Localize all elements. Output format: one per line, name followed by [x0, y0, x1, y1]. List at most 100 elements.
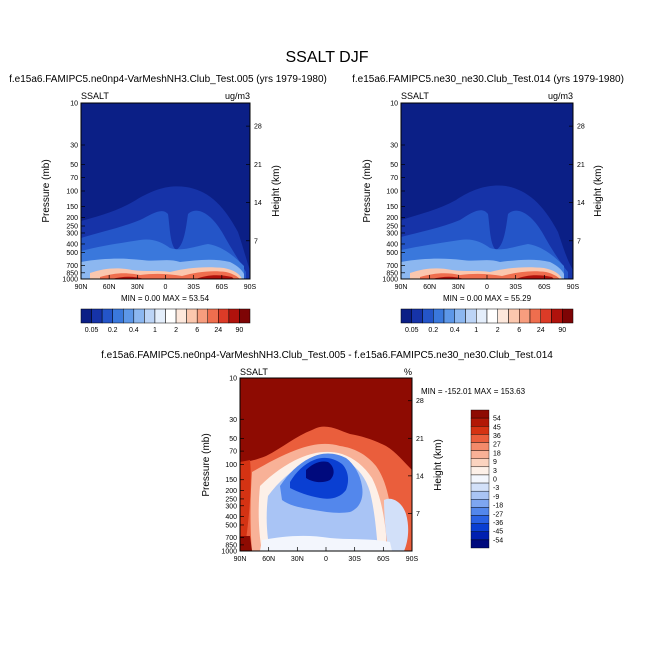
panel-2-colorbar-swatch	[486, 308, 498, 324]
panel-2-colorbar-swatch	[497, 308, 509, 324]
panel-1-x-tick-label: 90S	[244, 284, 257, 291]
panel-1-x-tick-label: 0	[164, 284, 168, 291]
panel-1-colorbar-swatch	[218, 308, 230, 324]
panel-1-y-tick-label: 70	[70, 175, 78, 182]
panel-1-colorbar-label: 1	[153, 327, 157, 334]
panel-1-y-tick-label: 30	[70, 142, 78, 149]
panel-3-height-tick-label: 14	[416, 473, 424, 480]
panel-3-colorbar-label: 45	[493, 424, 501, 431]
panel-2-colorbar-label: 6	[517, 327, 521, 334]
panel-1-y-tick-label: 150	[66, 204, 78, 211]
panel-1-height-tick-label: 21	[254, 162, 262, 169]
panel-1-colorbar-swatch	[101, 308, 113, 324]
panel-3-y-tick-label: 200	[225, 488, 237, 495]
panel-2-x-tick-label: 30S	[509, 284, 522, 291]
panel-2: f.e15a6.FAMIPC5.ne30_ne30.Club_Test.014 …	[352, 74, 624, 334]
panel-2-y-tick-label: 100	[386, 189, 398, 196]
panel-2-colorbar-swatch	[400, 308, 412, 324]
panel-3-y-tick-label: 300	[225, 503, 237, 510]
panel-3-x-tick-label: 90N	[234, 556, 247, 563]
panel-2-colorbar-swatch	[551, 308, 563, 324]
panel-2-y-tick-label: 70	[390, 175, 398, 182]
panel-3-colorbar-label: -18	[493, 503, 503, 510]
panel-1-colorbar-label: 0.4	[129, 327, 139, 334]
panel-3-y-tick-label: 150	[225, 477, 237, 484]
panel-3-y-tick-label: 400	[225, 514, 237, 521]
panel-2-height-tick-label: 7	[577, 238, 581, 245]
panel-2-units: ug/m3	[548, 91, 573, 101]
panel-2-y-tick-label: 400	[386, 241, 398, 248]
panel-3-x-tick-label: 30S	[348, 556, 361, 563]
panel-1-colorbar-label: 6	[195, 327, 199, 334]
panel-3-y-tick-label: 30	[229, 417, 237, 424]
panel-2-colorbar-label: 0.4	[450, 327, 460, 334]
panel-3-colorbar-label: 3	[493, 468, 497, 475]
panel-1-x-tick-label: 60N	[103, 284, 116, 291]
panel-3-colorbar-label: -45	[493, 529, 503, 536]
panel-1-height-tick-label: 14	[254, 200, 262, 207]
panel-3-y-tick-label: 250	[225, 496, 237, 503]
panel-3-colorbar-swatch	[470, 474, 490, 484]
panel-1-ylabel-right: Height (km)	[271, 165, 282, 217]
panel-3-upper-high	[240, 378, 412, 470]
panel-1-height-tick-label: 7	[254, 238, 258, 245]
panel-1-x-tick-label: 30S	[187, 284, 200, 291]
panel-2-colorbar-swatch	[529, 308, 541, 324]
panel-2-title: f.e15a6.FAMIPC5.ne30_ne30.Club_Test.014 …	[352, 74, 624, 85]
panel-2-colorbar-swatch	[519, 308, 531, 324]
panel-1-colorbar-swatch	[239, 308, 251, 324]
panel-1-y-tick-label: 500	[66, 250, 78, 257]
panel-3-colorbar-label: -36	[493, 520, 503, 527]
panel-3-x-tick-label: 0	[324, 556, 328, 563]
panel-2-y-tick-label: 10	[390, 101, 398, 108]
panel-1-y-tick-label: 700	[66, 263, 78, 270]
panel-3-colorbar-swatch	[470, 539, 490, 549]
panel-3-title: f.e15a6.FAMIPC5.ne0np4-VarMeshNH3.Club_T…	[101, 350, 553, 361]
panel-3-y-tick-label: 1000	[221, 549, 237, 556]
panel-2-y-tick-label: 30	[390, 142, 398, 149]
panel-3-colorbar-swatch	[470, 442, 490, 451]
panel-1-y-tick-label: 10	[70, 101, 78, 108]
panel-3-bottom-white	[260, 535, 392, 551]
panel-3-x-tick-label: 30N	[291, 556, 304, 563]
panel-1-layer-7	[112, 275, 234, 279]
panel-1-x-tick-label: 90N	[75, 284, 88, 291]
panel-3-colorbar-swatch	[470, 490, 490, 500]
panel-2-colorbar-swatch	[454, 308, 466, 324]
panel-3-colorbar-swatch	[470, 426, 490, 435]
panel-2-min-max: MIN = 0.00 MAX = 55.29	[443, 294, 532, 303]
panel-2-y-tick-label: 50	[390, 162, 398, 169]
panel-3-colorbar-swatch	[470, 523, 490, 532]
panel-3-x-tick-label: 60N	[262, 556, 275, 563]
panel-3-colorbar-label: -3	[493, 485, 499, 492]
panel-3-colorbar-swatch	[470, 466, 490, 476]
panel-1-y-tick-label: 850	[66, 270, 78, 277]
panel-2-colorbar-swatch	[508, 308, 520, 324]
panel-1-colorbar-swatch	[91, 308, 103, 324]
panel-3-min-max: MIN = -152.01 MAX = 153.63	[421, 387, 526, 396]
panel-2-height-tick-label: 21	[577, 162, 585, 169]
panel-2-colorbar-swatch	[465, 308, 477, 324]
panel-2-colorbar-swatch	[443, 308, 455, 324]
figure-title: SSALT DJF	[286, 49, 369, 66]
panel-3-band-6	[306, 461, 334, 483]
panel-3-height-tick-label: 28	[416, 398, 424, 405]
panel-3-x-ticks: 90N 60N 30N 0 30S 60S 90S	[234, 547, 419, 563]
panel-3-colorbar-label: 27	[493, 442, 501, 449]
panel-1-y-tick-label: 50	[70, 162, 78, 169]
panel-1-colorbar-label: 90	[236, 327, 244, 334]
panel-3-y-tick-label: 50	[229, 436, 237, 443]
panel-3-colorbar-swatch	[470, 450, 490, 459]
panel-1-y-tick-label: 1000	[62, 277, 78, 284]
panel-3-y-tick-label: 10	[229, 376, 237, 383]
panel-1-colorbar-swatch	[165, 308, 177, 324]
panel-3-corner-dark	[240, 536, 252, 551]
panel-1-height-ticks: 28 21 14 7	[246, 124, 262, 245]
panel-3-y-tick-label: 100	[225, 462, 237, 469]
panel-2-ylabel-right: Height (km)	[593, 165, 604, 217]
panel-2-x-tick-label: 30N	[452, 284, 465, 291]
panel-1-x-ticks: 90N 60N 30N 0 30S 60S 90S	[75, 275, 257, 291]
